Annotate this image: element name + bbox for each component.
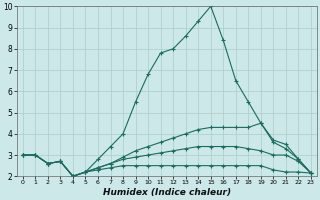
X-axis label: Humidex (Indice chaleur): Humidex (Indice chaleur) [103,188,231,197]
